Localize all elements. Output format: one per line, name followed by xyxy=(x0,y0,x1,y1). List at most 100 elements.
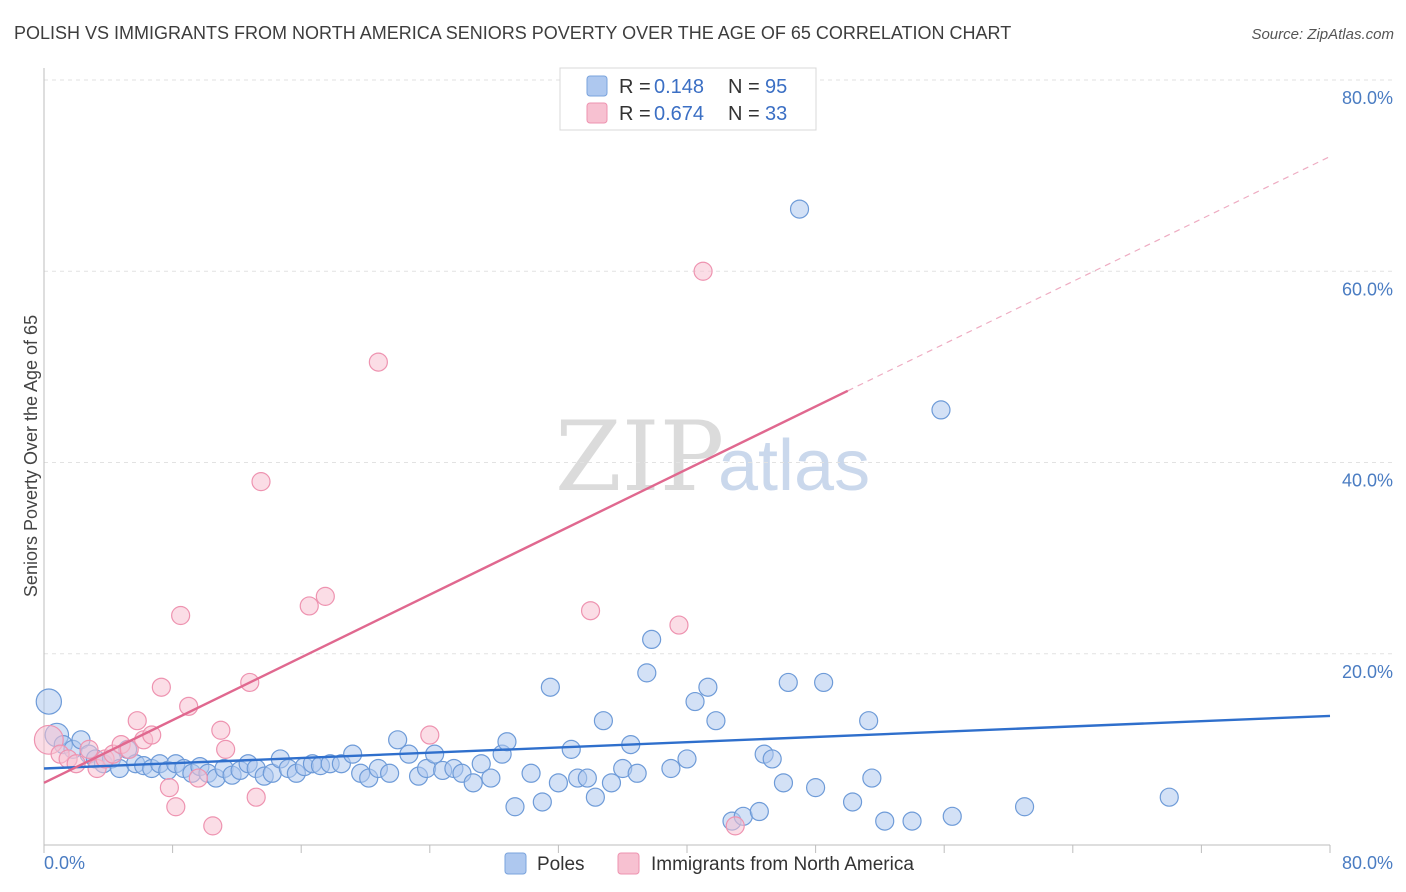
series-immigrants-points xyxy=(33,261,745,836)
watermark-zip: ZIP xyxy=(555,401,724,513)
x-tick-marks xyxy=(43,845,1331,853)
legend-n-label-immigrants: N = xyxy=(728,103,760,125)
point-s0-72 xyxy=(677,749,697,769)
point-s0-52 xyxy=(481,768,501,788)
point-s1-18 xyxy=(188,768,208,788)
point-s1-24 xyxy=(246,787,266,807)
point-s0-93 xyxy=(1014,797,1035,817)
trend-line-s0 xyxy=(43,714,1331,770)
legend-n-value-poles: 95 xyxy=(765,76,787,98)
point-s1-12 xyxy=(142,725,162,745)
point-s0-78 xyxy=(749,801,769,822)
point-s0-58 xyxy=(540,677,560,697)
point-s0-90 xyxy=(902,811,922,831)
point-s0-88 xyxy=(862,768,882,788)
point-s0-86 xyxy=(842,792,863,812)
point-s0-71 xyxy=(661,758,681,779)
point-s0-60 xyxy=(561,739,581,759)
point-s1-25 xyxy=(299,596,319,616)
legend-n-value-immigrants: 33 xyxy=(765,103,787,125)
point-s0-87 xyxy=(859,711,879,731)
point-s0-54 xyxy=(497,732,517,752)
watermark-atlas: atlas xyxy=(718,426,870,506)
point-s0-51 xyxy=(471,754,491,774)
chart-title: POLISH VS IMMIGRANTS FROM NORTH AMERICA … xyxy=(14,23,1011,43)
legend-swatch-poles xyxy=(586,75,608,97)
y-tick-label-0: 80.0% xyxy=(1342,88,1393,108)
point-s0-42 xyxy=(388,730,408,750)
point-s0-74 xyxy=(698,677,718,697)
point-s1-10 xyxy=(127,711,147,731)
y-tick-label-2: 40.0% xyxy=(1342,471,1393,491)
point-s1-4 xyxy=(79,739,99,759)
point-s1-29 xyxy=(580,601,601,621)
point-s0-0 xyxy=(35,688,63,715)
point-s1-20 xyxy=(211,720,231,740)
point-s0-56 xyxy=(521,763,541,783)
point-s1-32 xyxy=(725,816,745,836)
point-s0-75 xyxy=(706,711,726,731)
point-s1-19 xyxy=(203,816,223,836)
legend-r-label-poles: R = xyxy=(619,76,651,98)
point-s1-30 xyxy=(669,615,689,635)
point-s0-65 xyxy=(601,773,622,793)
point-s0-41 xyxy=(380,763,400,783)
point-s0-68 xyxy=(627,763,647,783)
point-s0-82 xyxy=(805,778,826,798)
point-s1-16 xyxy=(171,605,191,626)
point-s0-94 xyxy=(1159,787,1179,807)
point-s1-21 xyxy=(216,739,236,759)
bottom-legend: Poles Immigrants from North America xyxy=(504,852,914,875)
point-s0-85 xyxy=(814,672,834,693)
bottom-legend-label-immigrants: Immigrants from North America xyxy=(651,854,914,875)
point-s1-23 xyxy=(251,472,271,492)
y-tick-labels: 80.0% 60.0% 40.0% 20.0% xyxy=(1342,88,1393,682)
x-tick-label-min: 0.0% xyxy=(44,853,85,873)
point-s1-27 xyxy=(368,352,388,372)
point-s0-62 xyxy=(577,768,597,788)
trend-extension-s1 xyxy=(847,155,1331,392)
legend-swatch-immigrants xyxy=(586,102,608,124)
series-poles-points xyxy=(35,199,1179,831)
point-s1-31 xyxy=(693,261,713,281)
point-s0-50 xyxy=(463,773,483,793)
y-tick-label-3: 20.0% xyxy=(1342,662,1393,682)
point-s1-15 xyxy=(166,797,186,817)
trend-line-s1 xyxy=(43,389,849,784)
point-s0-57 xyxy=(532,792,552,812)
point-s0-73 xyxy=(685,691,705,712)
point-s0-69 xyxy=(637,663,657,683)
bottom-legend-label-poles: Poles xyxy=(537,854,585,875)
bottom-legend-swatch-immigrants xyxy=(617,852,640,875)
point-s0-91 xyxy=(931,400,951,420)
point-s1-13 xyxy=(151,677,171,697)
point-s0-64 xyxy=(593,711,614,731)
point-s0-80 xyxy=(762,749,782,769)
point-s0-37 xyxy=(343,744,363,764)
bottom-legend-swatch-poles xyxy=(504,852,527,875)
source-note: Source: ZipAtlas.com xyxy=(1251,26,1394,43)
legend-r-value-poles: 0.148 xyxy=(654,76,704,98)
x-tick-label-max: 80.0% xyxy=(1342,853,1393,873)
trend-lines xyxy=(43,155,1331,784)
legend-r-label-immigrants: R = xyxy=(619,103,651,125)
point-s0-84 xyxy=(789,199,810,219)
legend-n-label-poles: N = xyxy=(728,76,760,98)
point-s0-63 xyxy=(585,787,605,807)
y-tick-label-1: 60.0% xyxy=(1342,279,1393,299)
gridlines xyxy=(44,79,1393,655)
legend-box: R = 0.148 N = 95 R = 0.674 N = 33 xyxy=(559,67,817,131)
zipatlas-watermark: ZIP atlas xyxy=(555,401,870,513)
point-s1-26 xyxy=(315,586,335,606)
point-s0-59 xyxy=(548,773,569,793)
point-s1-28 xyxy=(420,725,440,745)
point-s1-14 xyxy=(159,778,179,798)
point-s0-83 xyxy=(778,672,798,693)
point-s0-46 xyxy=(425,744,445,764)
point-s0-92 xyxy=(942,806,962,826)
point-s0-55 xyxy=(505,797,525,817)
y-axis-label: Seniors Poverty Over the Age of 65 xyxy=(21,315,41,597)
point-s0-70 xyxy=(642,629,662,650)
point-s0-89 xyxy=(875,811,895,831)
